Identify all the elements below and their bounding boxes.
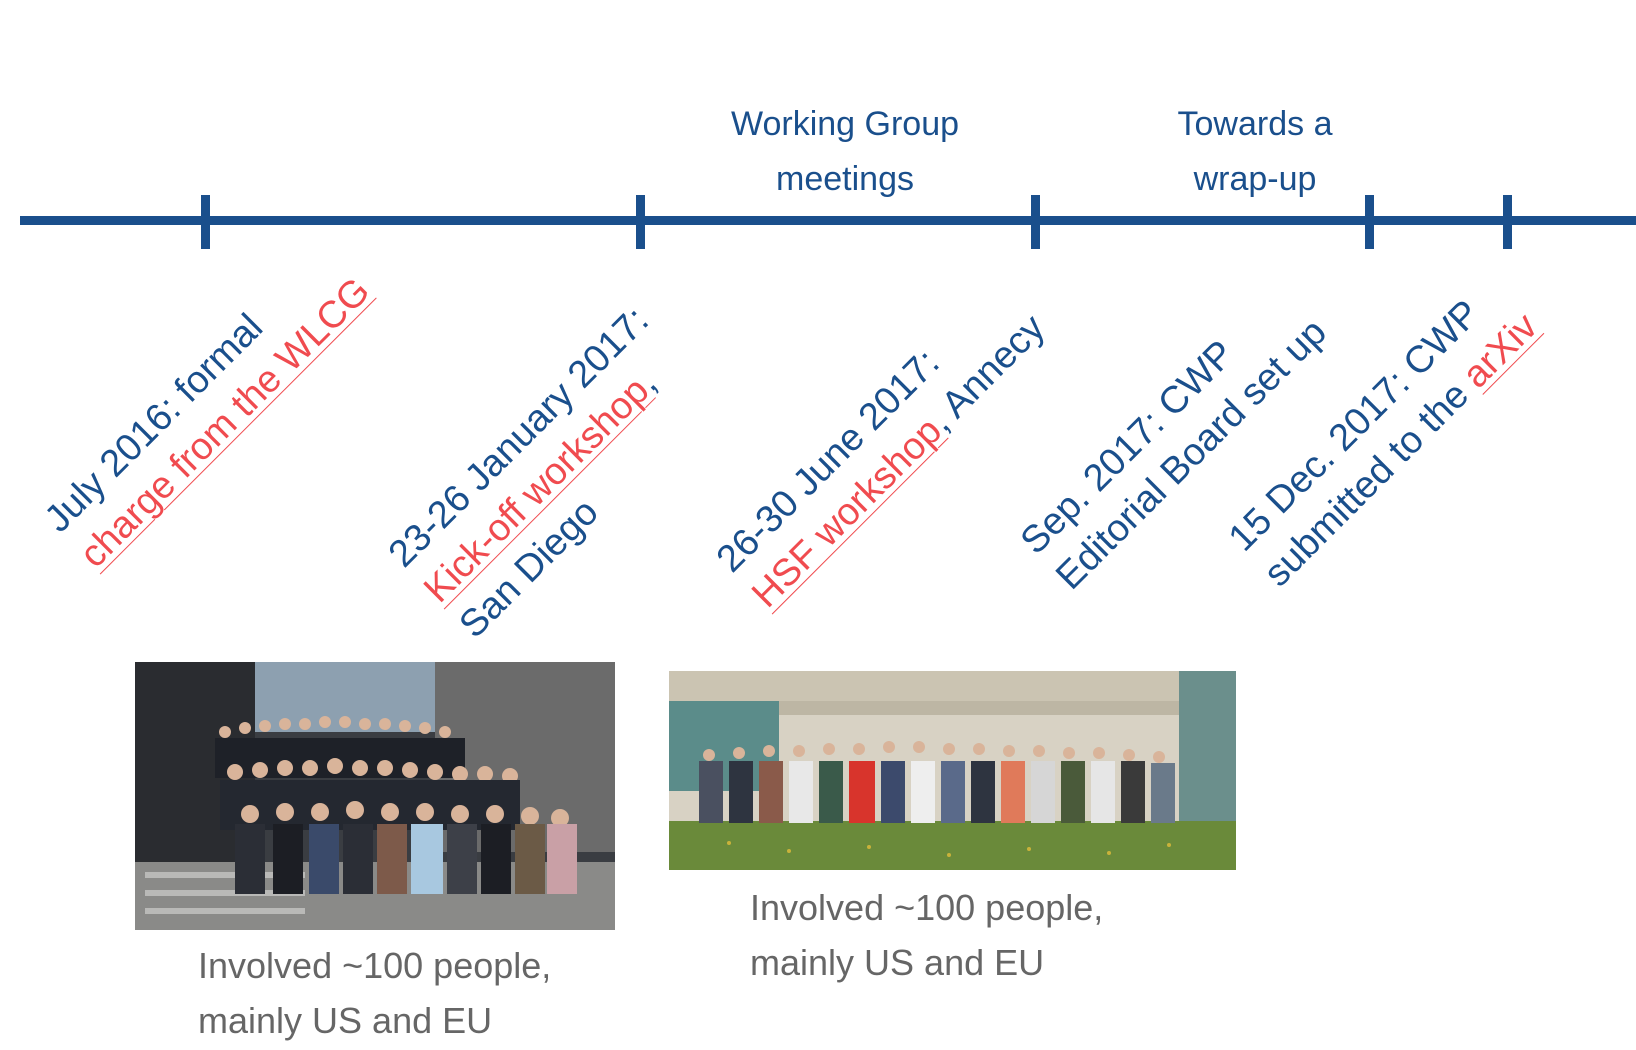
timeline-tick-3 <box>1031 195 1040 249</box>
phase-line-2: meetings <box>776 160 914 198</box>
timeline-tick-4 <box>1365 195 1374 249</box>
timeline-tick-5 <box>1503 195 1512 249</box>
phase-working-group: Working Group meetings <box>690 97 1000 207</box>
group-photo-san-diego <box>135 662 615 930</box>
event-line-2: HSF workshop, Annecy <box>744 306 1054 616</box>
event-line-1: July 2016: formal <box>36 306 272 541</box>
event-line-2: charge from the WLCG <box>69 267 381 579</box>
event-line-1: 26-30 June 2017: <box>708 341 948 581</box>
phase-line-1: Working Group <box>730 105 960 143</box>
timeline-axis <box>20 216 1636 225</box>
caption-line-2: mainly US and EU <box>750 942 1045 983</box>
caption-annecy: Involved ~100 people, mainly US and EU <box>750 880 1103 990</box>
phase-line-2: wrap-up <box>1193 160 1317 198</box>
event-jan-2017: 23-26 January 2017: Kick-off workshop, S… <box>378 297 731 650</box>
event-july-2016: July 2016: formal charge from the WLCG <box>34 232 381 579</box>
phase-wrap-up: Towards a wrap-up <box>1120 97 1390 207</box>
caption-line-1: Involved ~100 people, <box>198 945 552 986</box>
timeline-tick-2 <box>636 195 645 249</box>
phase-line-1: Towards a <box>1177 105 1333 143</box>
caption-san-diego: Involved ~100 people, mainly US and EU <box>198 938 551 1048</box>
group-photo-annecy <box>669 671 1236 870</box>
event-jun-2017: 26-30 June 2017: HSF workshop, Annecy <box>706 269 1056 619</box>
timeline-tick-1 <box>201 195 210 249</box>
caption-line-1: Involved ~100 people, <box>750 887 1104 928</box>
caption-line-2: mainly US and EU <box>198 1000 493 1041</box>
